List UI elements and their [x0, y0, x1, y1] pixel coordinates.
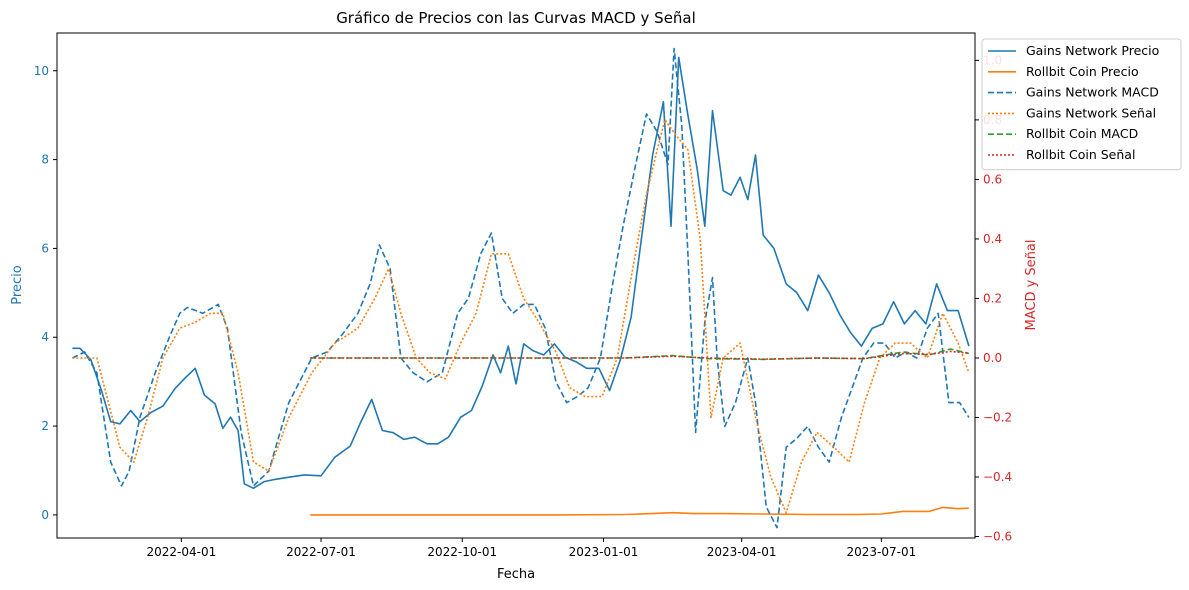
y-left-tick-label: 4 [41, 330, 49, 344]
y-left-tick-label: 6 [41, 241, 49, 255]
y-axis-left-label: Precio [10, 265, 25, 304]
y-left-tick-label: 2 [41, 419, 49, 433]
x-tick-label: 2023-01-01 [569, 545, 639, 559]
y-axis-left: 0 2 4 6 8 10 [34, 64, 57, 522]
series-line-3 [72, 47, 970, 529]
y-left-tick-label: 10 [34, 64, 49, 78]
legend-label: Gains Network Señal [1026, 105, 1156, 120]
y-right-tick-label: −0.4 [983, 470, 1012, 484]
series-line-6 [310, 350, 969, 361]
y-left-tick-label: 0 [41, 508, 49, 522]
x-tick-label: 2022-10-01 [427, 545, 497, 559]
y-right-tick-label: 0.6 [983, 172, 1002, 186]
y-right-tick-label: 0.0 [983, 351, 1002, 365]
x-tick-label: 2023-07-01 [846, 545, 916, 559]
series-line-2 [310, 506, 969, 516]
series-line-4 [72, 119, 970, 514]
y-right-tick-label: 0.4 [983, 232, 1002, 246]
legend-label: Rollbit Coin MACD [1026, 126, 1138, 141]
legend-label: Rollbit Coin Precio [1026, 64, 1139, 79]
y-right-tick-label: −0.2 [983, 410, 1012, 424]
x-tick-label: 2022-04-01 [146, 545, 216, 559]
legend-label: Gains Network MACD [1026, 85, 1159, 100]
series-line-1 [72, 56, 970, 490]
legend-label: Gains Network Precio [1026, 43, 1159, 58]
x-tick-label: 2022-07-01 [286, 545, 356, 559]
x-tick-label: 2023-04-01 [707, 545, 777, 559]
legend: Gains Network Precio Rollbit Coin Precio G… [981, 38, 1182, 171]
legend-box [981, 38, 1182, 171]
y-left-tick-label: 8 [41, 153, 49, 167]
plot-frame [56, 32, 976, 539]
x-axis: 2022-04-01 2022-07-01 2022-10-01 2023-01-01… [146, 538, 916, 559]
series-layer [72, 47, 970, 529]
y-right-tick-label: −0.6 [983, 530, 1012, 544]
chart-title: Gráfico de Precios con las Curvas MACD y… [336, 9, 696, 27]
x-axis-label: Fecha [497, 567, 535, 582]
y-right-tick-label: 0.2 [983, 291, 1002, 305]
legend-label: Rollbit Coin Señal [1026, 147, 1135, 162]
y-axis-right-label: MACD y Señal [1024, 240, 1039, 331]
